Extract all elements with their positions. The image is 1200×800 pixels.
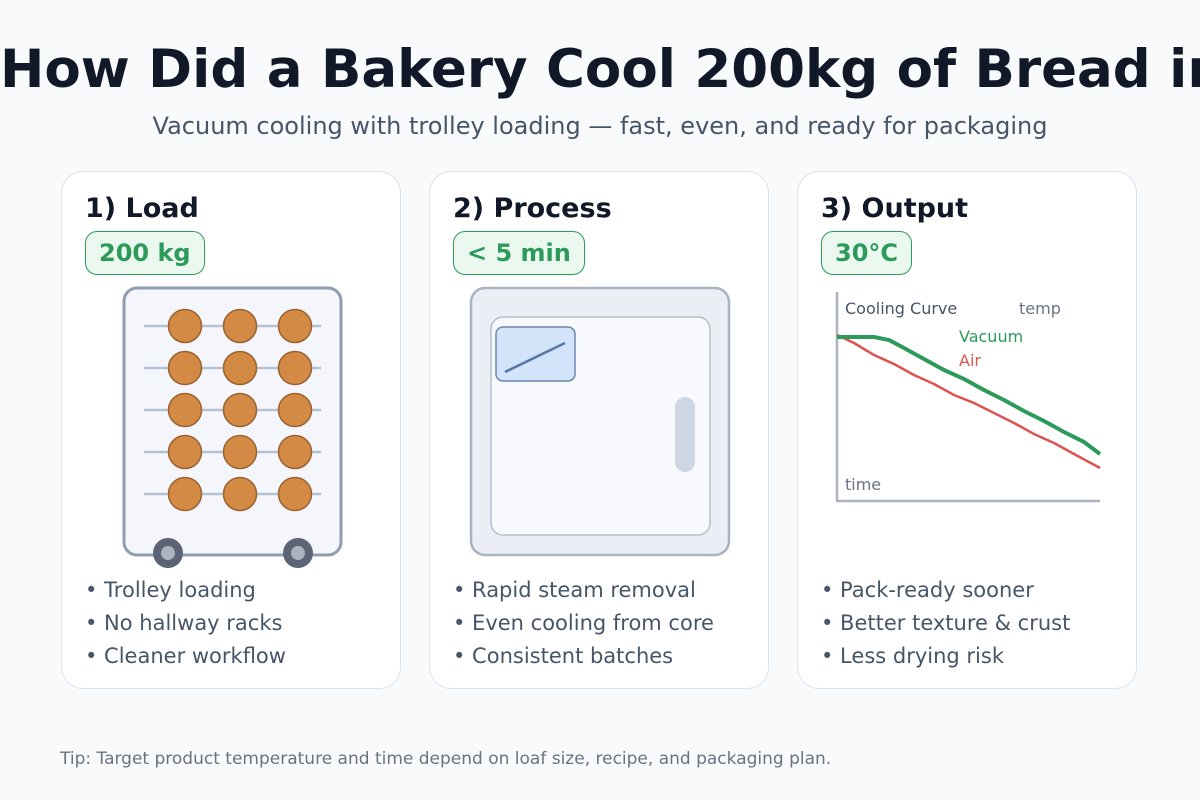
page-subtitle: Vacuum cooling with trolley loading — fa… <box>152 112 1048 140</box>
chart-y-label: temp <box>1019 299 1061 318</box>
temperature-badge: 30°C <box>821 231 913 275</box>
card-title: 3) Output <box>821 193 969 224</box>
chart-x-label: time <box>845 475 882 494</box>
bullet-item: • Cleaner workflow <box>85 644 286 668</box>
vacuum-line <box>837 335 1102 456</box>
bullet-item: • Trolley loading <box>85 578 256 602</box>
chart-plot <box>835 292 1102 503</box>
bullet-item: • Consistent batches <box>453 644 674 668</box>
card-load: 1) Load 200 kg • Trolley loading • No ha… <box>61 171 401 689</box>
gauge-window-icon <box>495 326 576 382</box>
bullet-item: • Even cooling from core <box>453 611 714 635</box>
card-title: 1) Load <box>85 193 199 224</box>
card-process: 2) Process < 5 min • Rapid steam removal… <box>429 171 769 689</box>
weight-badge: 200 kg <box>85 231 205 275</box>
bullet-list: • Rapid steam removal • Even cooling fro… <box>453 574 714 673</box>
air-line <box>836 333 1101 470</box>
chart-title: Cooling Curve <box>845 299 958 318</box>
bullet-list: • Pack-ready sooner • Better texture & c… <box>821 574 1070 673</box>
page-title-text: How Did a Bakery Cool 200kg of Bread in … <box>0 39 1200 100</box>
page-title: How Did a Bakery Cool 200kg of Bread in … <box>0 38 1200 102</box>
bullet-item: • Better texture & crust <box>821 611 1071 635</box>
bullet-item: • Rapid steam removal <box>453 578 696 602</box>
card-output: 3) Output 30°C Cooling Curve temp Vacuum… <box>797 171 1137 689</box>
bread-trolley-icon <box>122 286 343 568</box>
vacuum-cooler-icon <box>469 286 731 557</box>
time-badge: < 5 min <box>453 231 585 275</box>
bullet-item: • Less drying risk <box>821 644 1004 668</box>
bullet-item: • Pack-ready sooner <box>821 578 1034 602</box>
cooling-curve-chart: Cooling Curve temp Vacuum Air time <box>834 290 1104 505</box>
footer-tip: Tip: Target product temperature and time… <box>60 749 832 769</box>
door-handle-icon <box>675 397 695 472</box>
bullet-item: • No hallway racks <box>85 611 283 635</box>
bullet-list: • Trolley loading • No hallway racks • C… <box>85 574 286 673</box>
legend-vacuum: Vacuum <box>959 327 1024 346</box>
card-title: 2) Process <box>453 193 612 224</box>
wheel-icon <box>153 538 313 568</box>
legend-air: Air <box>959 351 981 370</box>
